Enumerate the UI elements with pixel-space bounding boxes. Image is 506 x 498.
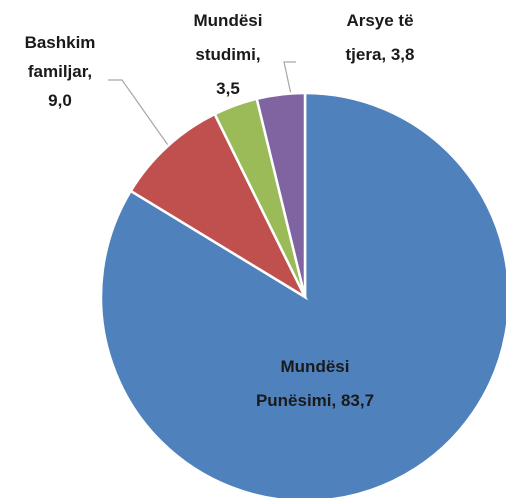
pie-slice — [129, 112, 309, 301]
data-label-line: tjera, 3,8 — [346, 45, 415, 64]
data-label: Bashkim familjar, 9,0 — [25, 33, 96, 110]
pie-slice — [255, 91, 307, 298]
data-label-line: Arsye të — [346, 11, 413, 30]
pie-slice — [99, 91, 506, 498]
data-label: Arsye të tjera, 3,8 — [346, 11, 415, 64]
data-label-line: 9,0 — [48, 91, 72, 110]
data-label: Mundësi Punësimi, 83,7 — [256, 357, 374, 410]
data-label-line: Mundësi — [194, 11, 263, 30]
data-label-line: Mundësi — [281, 357, 350, 376]
leader-line — [108, 79, 171, 149]
data-label-line: Punësimi, 83,7 — [256, 391, 374, 410]
data-label: Mundësi studimi, 3,5 — [194, 11, 263, 98]
leader-line — [283, 61, 296, 100]
data-label-line: studimi, — [195, 45, 260, 64]
data-label-line: 3,5 — [216, 79, 240, 98]
data-label-line: familjar, — [28, 62, 92, 81]
data-label-line: Bashkim — [25, 33, 96, 52]
